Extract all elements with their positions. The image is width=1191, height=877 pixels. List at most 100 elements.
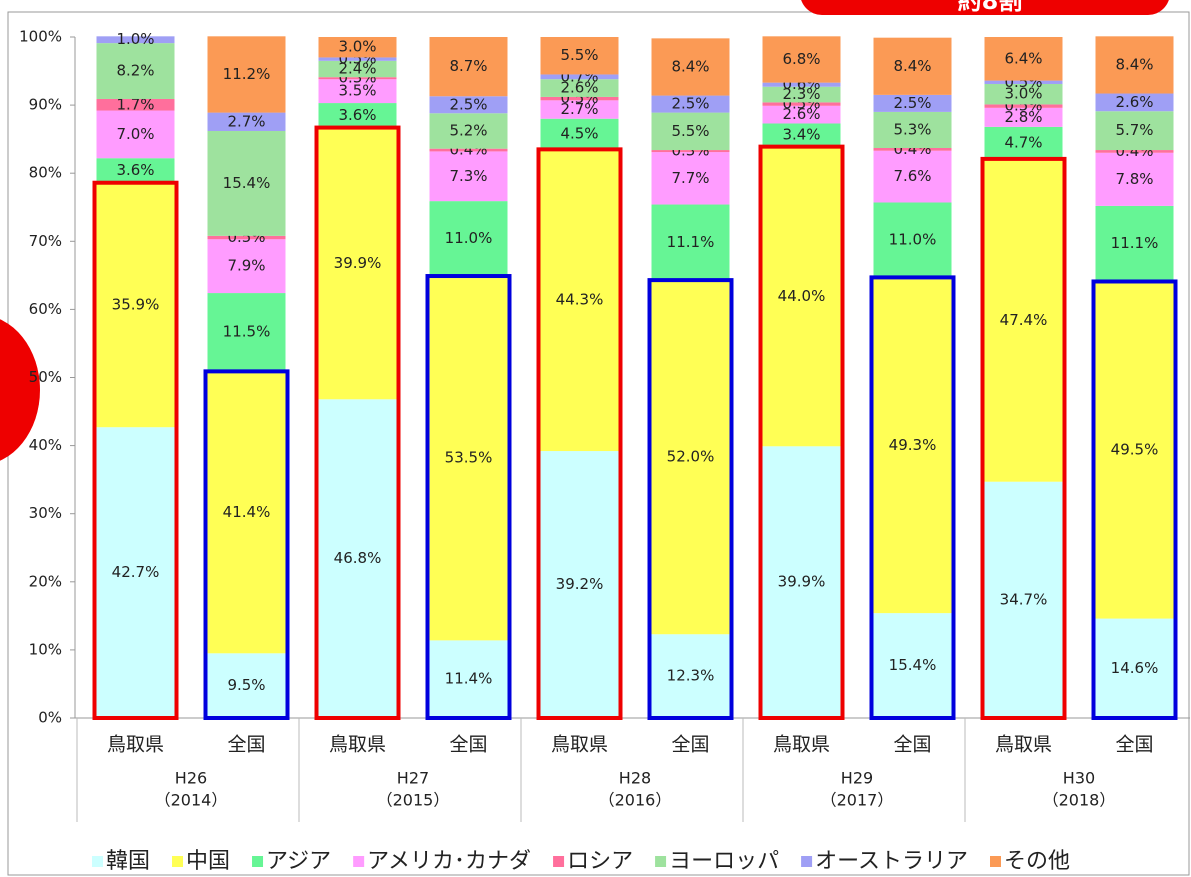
y-tick-label: 10% bbox=[29, 640, 62, 658]
data-label: 2.3% bbox=[782, 85, 820, 103]
data-label: 7.0% bbox=[116, 125, 154, 143]
bar-segment bbox=[96, 158, 175, 183]
bar-segment bbox=[207, 36, 286, 113]
bar-segment bbox=[651, 38, 730, 96]
bar-segment bbox=[873, 277, 952, 614]
group-label: H27 bbox=[397, 769, 429, 788]
legend-swatch bbox=[553, 856, 565, 867]
highlight-box bbox=[869, 275, 956, 720]
highlight-box bbox=[425, 274, 512, 720]
data-label: 7.7% bbox=[671, 169, 709, 187]
data-label: 8.4% bbox=[1115, 55, 1153, 73]
legend-swatch bbox=[92, 856, 103, 867]
x-tick-label: 全国 bbox=[449, 734, 487, 756]
y-tick-label: 20% bbox=[29, 572, 62, 590]
bar-segment bbox=[762, 36, 841, 83]
legend-label: 韓国 bbox=[106, 849, 150, 874]
bar-segment bbox=[207, 239, 286, 294]
data-label: 39.2% bbox=[556, 575, 604, 593]
data-label: 35.9% bbox=[112, 295, 160, 313]
bar-segment bbox=[762, 105, 841, 124]
data-label: 47.4% bbox=[1000, 311, 1048, 329]
bar-segment bbox=[873, 94, 952, 112]
legend-label: ロシア bbox=[567, 849, 633, 874]
bar-segment bbox=[207, 653, 286, 718]
data-label: 2.6% bbox=[782, 105, 820, 123]
data-label: 11.0% bbox=[445, 229, 493, 247]
highlight-box bbox=[314, 125, 401, 720]
bar-segment bbox=[651, 280, 730, 635]
bar-segment bbox=[762, 82, 841, 87]
data-label: 15.4% bbox=[223, 174, 271, 192]
data-label: 11.5% bbox=[223, 323, 271, 341]
bar-segment bbox=[651, 634, 730, 718]
group-label: H28 bbox=[619, 769, 651, 788]
bar-segment bbox=[207, 235, 286, 240]
data-label: 3.5% bbox=[338, 82, 376, 100]
bar-segment bbox=[1095, 205, 1174, 282]
bar-segment bbox=[984, 104, 1063, 108]
x-tick-label: 鳥取県 bbox=[329, 734, 386, 756]
data-label: 2.7% bbox=[227, 112, 265, 130]
data-label: 2.8% bbox=[1004, 108, 1042, 126]
data-label: 8.4% bbox=[671, 57, 709, 75]
x-tick-label: 鳥取県 bbox=[551, 734, 608, 756]
decor-ellipse bbox=[0, 319, 40, 461]
bar-segment bbox=[762, 102, 841, 106]
bar-segment bbox=[96, 36, 175, 44]
bar-segment bbox=[762, 146, 841, 447]
bar-segment bbox=[207, 293, 286, 372]
bar-segment bbox=[762, 123, 841, 147]
data-label: 8.2% bbox=[116, 62, 154, 80]
bar-segment bbox=[318, 79, 397, 104]
data-label: 53.5% bbox=[445, 449, 493, 467]
data-label: 2.6% bbox=[1115, 93, 1153, 111]
group-label: H30 bbox=[1063, 769, 1095, 788]
group-year: （2015） bbox=[377, 791, 450, 810]
y-tick-label: 40% bbox=[29, 436, 62, 454]
bar-segment bbox=[1095, 111, 1174, 151]
bar-segment bbox=[651, 150, 730, 153]
bar-segment bbox=[984, 83, 1063, 105]
legend-label: アジア bbox=[266, 849, 331, 874]
data-label: 52.0% bbox=[667, 448, 715, 466]
bar-segment bbox=[984, 37, 1063, 81]
x-tick-label: 鳥取県 bbox=[773, 734, 830, 756]
bar-segment bbox=[96, 43, 175, 99]
highlight-box bbox=[980, 156, 1067, 721]
data-label: 9.5% bbox=[227, 676, 265, 694]
bar-segment bbox=[429, 148, 508, 152]
bar-segment bbox=[318, 37, 397, 58]
legend-swatch bbox=[655, 856, 667, 867]
data-label: 11.4% bbox=[445, 670, 493, 688]
bar-segment bbox=[984, 80, 1063, 84]
data-label: 14.6% bbox=[1111, 659, 1159, 677]
data-label: 12.3% bbox=[667, 667, 715, 685]
data-label: 7.3% bbox=[449, 167, 487, 185]
bar-segment bbox=[540, 96, 619, 101]
y-tick-label: 90% bbox=[29, 96, 62, 114]
annotation: 約8割 bbox=[958, 0, 1023, 15]
x-tick-label: 鳥取県 bbox=[995, 734, 1052, 756]
bar-segment bbox=[873, 111, 952, 149]
y-tick-label: 60% bbox=[29, 300, 62, 318]
legend-label: アメリカ･カナダ bbox=[367, 849, 531, 874]
data-label: 5.2% bbox=[449, 121, 487, 139]
bar-segment bbox=[651, 152, 730, 205]
bar-segment bbox=[873, 613, 952, 718]
legend-swatch bbox=[801, 856, 813, 867]
data-label: 44.3% bbox=[556, 291, 604, 309]
data-label: 6.8% bbox=[782, 50, 820, 68]
bar-segment bbox=[96, 110, 175, 159]
data-label: 11.1% bbox=[667, 233, 715, 251]
bar-segment bbox=[207, 130, 286, 236]
data-label: 2.4% bbox=[338, 60, 376, 78]
data-label: 11.0% bbox=[889, 230, 937, 248]
data-label: 49.5% bbox=[1111, 441, 1159, 459]
data-label: 49.3% bbox=[889, 436, 937, 454]
data-label: 41.4% bbox=[223, 503, 271, 521]
bar-segment bbox=[762, 446, 841, 718]
bar-segment bbox=[651, 95, 730, 113]
data-label: 5.5% bbox=[560, 46, 598, 64]
